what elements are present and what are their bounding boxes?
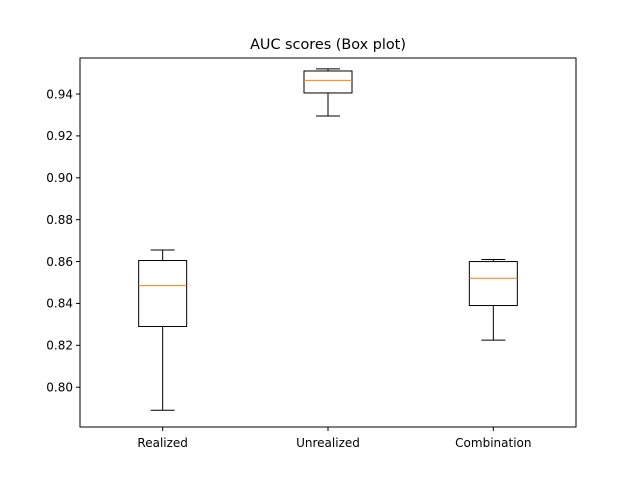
- y-tick-label-3: 0.86: [46, 255, 73, 269]
- box-0: [138, 260, 188, 327]
- y-tick-label-2: 0.84: [46, 297, 73, 311]
- box-2: [468, 261, 518, 307]
- y-tick-label-6: 0.92: [46, 129, 73, 143]
- y-tick-label-0: 0.80: [46, 381, 73, 395]
- axes-frame: [79, 57, 577, 428]
- x-tick-label-2: Combination: [455, 436, 531, 450]
- y-tick-label-1: 0.82: [46, 339, 73, 353]
- box-1: [303, 70, 353, 94]
- y-tick-label-5: 0.90: [46, 171, 73, 185]
- y-tick-label-4: 0.88: [46, 213, 73, 227]
- y-tick-label-7: 0.94: [46, 87, 73, 101]
- chart-title: AUC scores (Box plot): [250, 37, 406, 53]
- plot-area: 0.80 0.82 0.84 0.86 0.88 0.90 0.92 0.94 Realized…: [46, 68, 531, 450]
- x-tick-label-0: Realized: [137, 436, 188, 450]
- x-tick-label-1: Unrealized: [296, 436, 360, 450]
